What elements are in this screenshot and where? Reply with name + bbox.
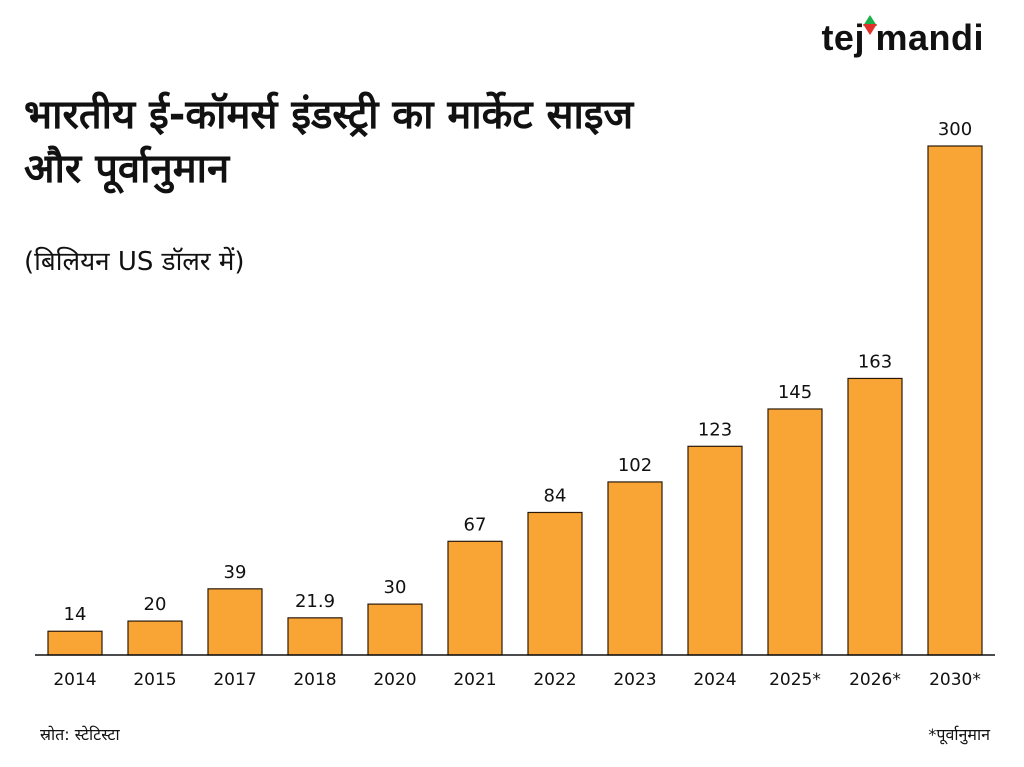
- data-label: 21.9: [295, 591, 335, 612]
- x-tick-label: 2025*: [769, 670, 821, 690]
- data-label: 163: [858, 351, 892, 372]
- logo-text-start: te: [821, 17, 855, 58]
- x-tick-label: 2017: [213, 670, 256, 690]
- x-tick-label: 2020: [373, 670, 416, 690]
- x-tick-label: 2023: [613, 670, 656, 690]
- bar-2022: [527, 511, 583, 656]
- data-label: 20: [144, 594, 167, 615]
- bar-2030-forecast: [927, 145, 983, 656]
- green-up-arrow-icon: [863, 15, 878, 26]
- bar-2015: [127, 620, 183, 656]
- red-down-arrow-icon: [863, 24, 878, 35]
- data-label: 67: [464, 514, 487, 535]
- bar-2020: [367, 603, 423, 656]
- data-label: 102: [618, 455, 652, 476]
- bar-2024: [687, 445, 743, 656]
- x-tick-label: 2030*: [929, 670, 981, 690]
- logo-i-with-arrows: i: [863, 14, 878, 62]
- forecast-footnote: *पूर्वानुमान: [928, 725, 990, 744]
- chart-subtitle: (बिलियन US डॉलर में): [24, 247, 245, 277]
- bar-2025-forecast: [767, 408, 823, 656]
- data-label: 145: [778, 382, 812, 403]
- data-label: 14: [64, 604, 87, 625]
- x-tick-label: 2026*: [849, 670, 901, 690]
- data-label: 30: [384, 577, 407, 598]
- bar-2018: [287, 617, 343, 656]
- data-label: 300: [938, 119, 972, 140]
- tejimandi-logo: tejimandi: [821, 14, 984, 62]
- data-label: 84: [544, 485, 567, 506]
- x-tick-label: 2022: [533, 670, 576, 690]
- bar-2026-forecast: [847, 377, 903, 656]
- logo-text-j: j: [854, 17, 865, 58]
- data-label: 39: [224, 562, 247, 583]
- x-tick-label: 2021: [453, 670, 496, 690]
- x-tick-label: 2018: [293, 670, 336, 690]
- x-tick-label: 2015: [133, 670, 176, 690]
- bar-2014: [47, 630, 103, 656]
- bar-2021: [447, 540, 503, 656]
- x-tick-label: 2024: [693, 670, 736, 690]
- logo-text-end: mandi: [875, 17, 984, 58]
- bar-2023: [607, 481, 663, 656]
- source-note: स्रोत: स्टेटिस्टा: [40, 725, 120, 744]
- bar-2017: [207, 588, 263, 656]
- chart-title: भारतीय ई-कॉमर्स इंडस्ट्री का मार्केट साइ…: [24, 92, 634, 192]
- x-tick-label: 2014: [53, 670, 96, 690]
- data-label: 123: [698, 419, 732, 440]
